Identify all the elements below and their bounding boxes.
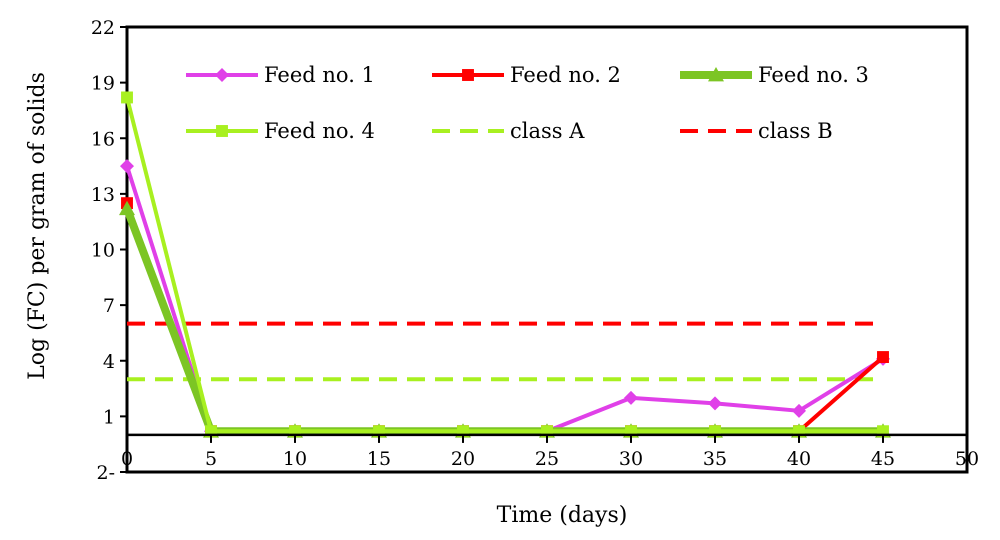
y-tick-label: 10: [91, 240, 115, 262]
y-tick-label: 7: [103, 295, 115, 317]
x-tick-label: 0: [121, 448, 133, 470]
plot-area: [125, 25, 969, 474]
legend-entry: class B: [680, 119, 833, 143]
x-tick-label: 20: [451, 448, 475, 470]
x-tick-label: 50: [955, 448, 979, 470]
data-point: [709, 425, 721, 438]
data-point: [462, 69, 474, 81]
legend-entry: Feed no. 2: [432, 63, 621, 87]
data-point: [708, 67, 724, 82]
x-tick-label: 35: [703, 448, 727, 470]
x-tick-label: 30: [619, 448, 643, 470]
data-point: [541, 425, 553, 438]
legend-label: Feed no. 1: [264, 63, 375, 87]
series-feed-no-3: [119, 200, 891, 438]
x-tick-label: 40: [787, 448, 811, 470]
data-point: [793, 425, 805, 438]
legend-label: Feed no. 2: [510, 63, 621, 87]
series-line: [123, 207, 883, 436]
data-point: [457, 425, 469, 438]
legend-entry: class A: [432, 119, 585, 143]
data-point: [877, 425, 889, 438]
legend-label: class A: [510, 119, 585, 143]
data-point: [121, 91, 133, 104]
x-tick-label: 5: [205, 448, 217, 470]
series-feed-no-1: [120, 159, 890, 439]
data-point: [205, 425, 217, 438]
x-tick-label: 10: [283, 448, 307, 470]
data-point: [792, 403, 806, 418]
data-point: [877, 351, 889, 363]
data-point: [216, 125, 228, 137]
data-point: [120, 159, 134, 174]
data-point: [373, 425, 385, 438]
legend-label: Feed no. 3: [758, 63, 869, 87]
legend-entry: Feed no. 3: [680, 63, 869, 87]
series-line: [125, 165, 885, 434]
y-tick-label: 4: [103, 351, 115, 373]
y-tick-label: 16: [91, 128, 115, 150]
series-line: [125, 96, 883, 434]
series-feed-no-2: [121, 197, 889, 438]
series-line: [125, 202, 885, 434]
y-tick-label: 22: [91, 17, 115, 39]
data-point: [119, 200, 135, 216]
x-axis-title: Time (days): [497, 503, 628, 528]
y-axis-title: Log (FC) per gram of solids: [25, 72, 50, 380]
legend-label: Feed no. 4: [264, 119, 375, 143]
y-tick-label: 2-: [96, 462, 115, 484]
data-point: [625, 425, 637, 438]
x-tick-label: 45: [871, 448, 895, 470]
data-point: [624, 390, 638, 405]
y-tick-label: 13: [91, 184, 115, 206]
y-tick-label: 19: [91, 73, 115, 95]
legend-label: class B: [758, 119, 833, 143]
data-point: [215, 68, 229, 82]
data-point: [708, 396, 722, 411]
series-feed-no-4: [121, 91, 889, 438]
legend-entry: Feed no. 4: [186, 119, 375, 143]
y-tick-label: 1: [103, 406, 115, 428]
data-point: [289, 425, 301, 438]
legend-entry: Feed no. 1: [186, 63, 375, 87]
x-tick-label: 25: [535, 448, 559, 470]
x-tick-label: 15: [367, 448, 391, 470]
